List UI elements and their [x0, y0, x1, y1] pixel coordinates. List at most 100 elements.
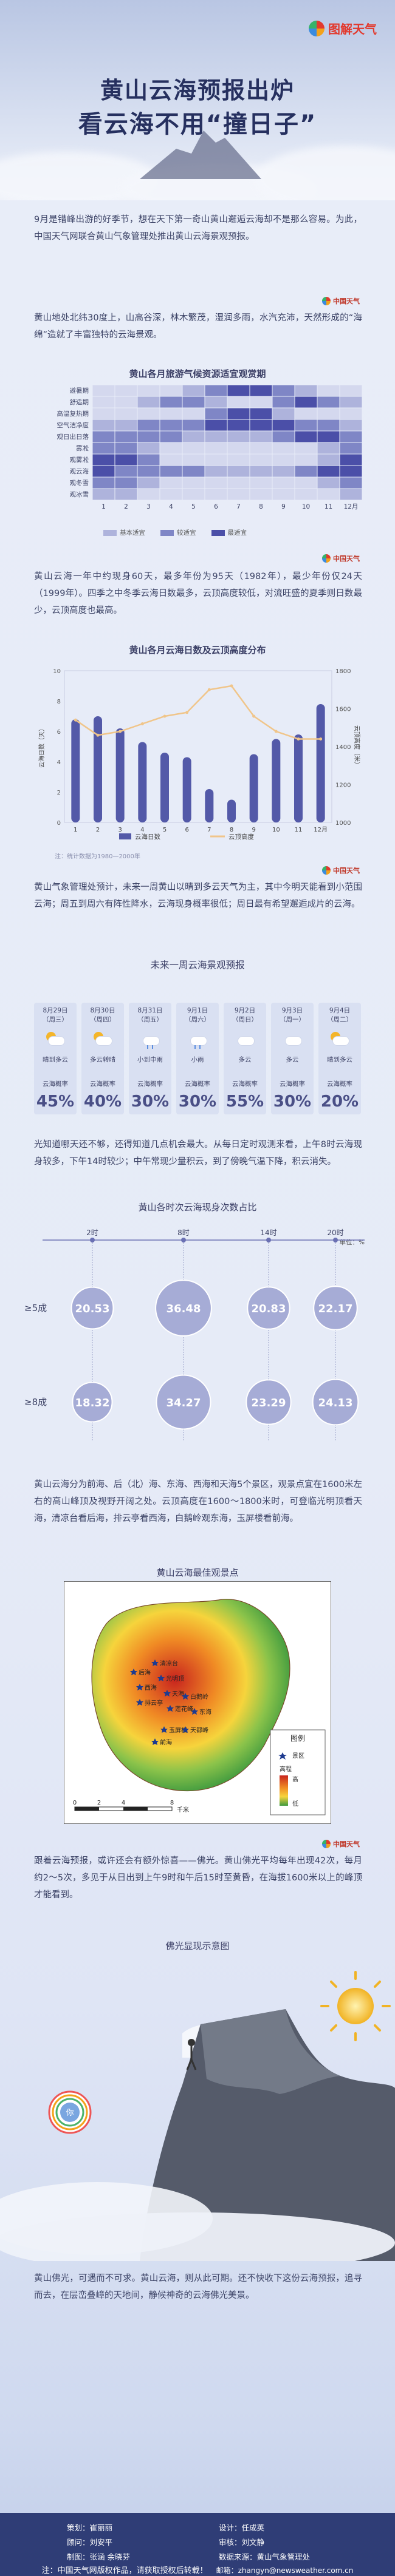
scenic-star-icon[interactable] — [163, 1690, 171, 1696]
place-label[interactable]: 天都峰 — [190, 1727, 208, 1734]
scenic-star-icon[interactable] — [136, 1699, 143, 1706]
scenic-star-icon[interactable] — [167, 1705, 174, 1712]
map-title: 黄山云海最佳观景点 — [156, 1567, 239, 1578]
heatmap-month-label: 10 — [302, 503, 310, 510]
legend-label: 高程 — [280, 1765, 292, 1773]
legend-gradient — [280, 1775, 288, 1806]
heatmap-row-label: 雾凇 — [76, 445, 89, 452]
heatmap-row-label: 观日出日落 — [57, 433, 89, 441]
heatmap-cell — [317, 454, 340, 466]
forecast-prob-value: 30% — [273, 1093, 312, 1111]
heatmap-cell — [92, 442, 115, 454]
heatmap-row-label: 观雾凇 — [70, 456, 89, 464]
heatmap-cell — [92, 431, 115, 442]
line-point — [230, 684, 233, 688]
scenic-star-icon[interactable] — [182, 1726, 189, 1733]
heatmap-cell — [250, 419, 272, 431]
heatmap-cell — [227, 442, 250, 454]
intro-paragraph: 9月是错峰出游的好季节，想在天下第一奇山黄山邂逅云海却不是那么容易。为此，中国天… — [34, 215, 362, 242]
heatmap-cell — [205, 408, 227, 419]
place-label[interactable]: 西海 — [145, 1684, 157, 1692]
heatmap-month-label: 7 — [236, 503, 241, 510]
heatmap-cell — [250, 385, 272, 396]
bubbles-title: 黄山各时次云海现身次数占比 — [138, 1202, 257, 1213]
badge-label: 中国天气 — [333, 1840, 360, 1848]
heatmap-cell — [205, 454, 227, 466]
scenic-star-icon[interactable] — [151, 1659, 159, 1666]
scenic-star-icon[interactable] — [136, 1684, 143, 1690]
heatmap-legend: 基本适宜 较适宜 最适宜 — [103, 528, 247, 537]
plot-frame — [64, 670, 332, 823]
bubble — [313, 1286, 358, 1330]
heatmap-cell — [227, 419, 250, 431]
bubble-value: 22.17 — [318, 1303, 353, 1315]
place-label[interactable]: 莲花峰 — [175, 1705, 193, 1713]
heatmap-cell — [317, 442, 340, 454]
bubble-value: 34.27 — [167, 1397, 201, 1409]
time-label: 14时 — [260, 1229, 276, 1237]
forecast-prob-value: 55% — [225, 1093, 264, 1111]
scenic-star-icon[interactable] — [130, 1669, 137, 1675]
scenic-star-icon[interactable] — [160, 1726, 168, 1733]
heatmap-cell — [115, 419, 137, 431]
place-label[interactable]: 天海 — [172, 1690, 184, 1698]
bar — [294, 734, 303, 822]
heatmap-cell — [317, 408, 340, 419]
heatmap-row-label: 观冰雪 — [70, 490, 89, 498]
scenic-star-icon[interactable] — [151, 1738, 159, 1745]
heatmap-cell — [272, 442, 295, 454]
scenic-star-icon[interactable] — [182, 1693, 189, 1700]
y2-tick-label: 1000 — [335, 820, 351, 827]
heatmap-cell — [340, 431, 362, 442]
place-label[interactable]: 白鹅岭 — [190, 1693, 208, 1701]
heatmap-cell — [205, 477, 227, 489]
heatmap-cell — [182, 385, 205, 396]
heatmap-cell — [160, 396, 182, 408]
place-label[interactable]: 前海 — [160, 1738, 172, 1746]
heatmap-cell — [340, 466, 362, 477]
line-point — [185, 711, 189, 714]
cloud-sea-chart: 0 2 4 6 8 10 1000 1200 1400 1600 1800 云海日数（天） 云顶高度（米… — [38, 668, 361, 841]
heatmap-row-label: 观云海 — [70, 467, 89, 475]
place-label[interactable]: 清凉台 — [160, 1659, 178, 1667]
bubble-value: 23.29 — [252, 1397, 286, 1409]
place-label[interactable]: 排云亭 — [145, 1699, 163, 1707]
place-label[interactable]: 东海 — [199, 1708, 211, 1716]
scenic-star-icon[interactable] — [191, 1708, 198, 1715]
credit-planner: 策划：崔丽丽 — [67, 2523, 113, 2532]
heatmap-cell — [205, 385, 227, 396]
heatmap-row-label: 观冬雪 — [70, 479, 89, 487]
weather-logo-icon — [322, 554, 331, 563]
line-point — [118, 730, 122, 733]
heatmap-cell — [115, 442, 137, 454]
badge-weather: 中国天气 — [322, 554, 360, 563]
credit-reviewer: 审核：刘文静 — [219, 2538, 265, 2547]
heatmap-cell — [295, 385, 317, 396]
intro-paragraph-2: 黄山地处北纬30度上，山高谷深，林木繁茂，湿润多雨，水汽充沛，天然形成的“海绵”… — [34, 313, 362, 340]
legend-label: 较适宜 — [177, 529, 196, 537]
place-label[interactable]: 后海 — [139, 1669, 151, 1676]
place-label[interactable]: 光明顶 — [166, 1675, 184, 1683]
badge-label: 中国天气 — [333, 297, 360, 305]
scenic-star-icon[interactable] — [157, 1675, 165, 1681]
heatmap-cell — [272, 396, 295, 408]
heatmap-cell — [340, 489, 362, 500]
heatmap-cell — [137, 431, 160, 442]
bar — [272, 739, 281, 822]
bubble — [70, 1286, 114, 1330]
heatmap-cell — [205, 396, 227, 408]
heatmap-cell — [115, 431, 137, 442]
heatmap-month-label: 1 — [101, 503, 106, 510]
forecast-prob-value: 30% — [178, 1093, 217, 1111]
heatmap-cell — [295, 442, 317, 454]
scale-tick: 2 — [97, 1800, 101, 1806]
scale-tick: 0 — [73, 1800, 77, 1806]
contact-email[interactable]: 邮箱：zhangyn@newsweather.com.cn — [216, 2566, 354, 2575]
legend-swatch — [119, 833, 131, 839]
legend-label: 最适宜 — [227, 529, 247, 537]
heatmap-cell — [137, 396, 160, 408]
heatmap-cell — [227, 489, 250, 500]
place-label[interactable]: 玉屏楼 — [169, 1726, 187, 1734]
